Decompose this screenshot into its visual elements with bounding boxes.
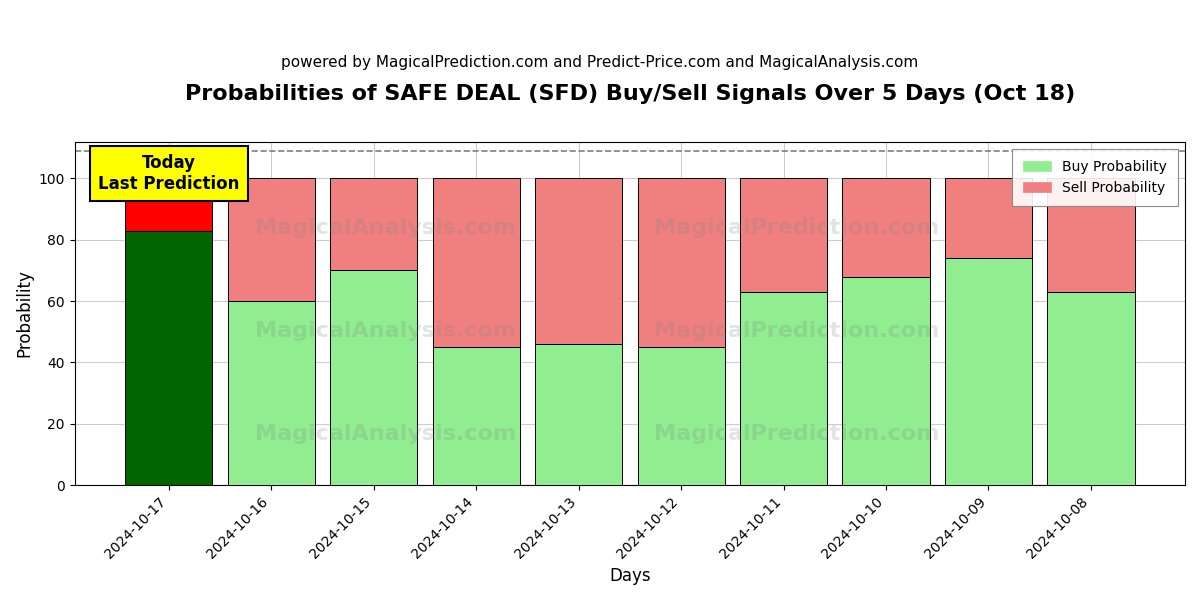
Y-axis label: Probability: Probability (16, 269, 34, 358)
Bar (944, 178, 1032, 258)
Bar (842, 277, 930, 485)
Bar (125, 230, 212, 485)
Bar (228, 301, 314, 485)
Text: MagicalAnalysis.com: MagicalAnalysis.com (254, 424, 516, 443)
Text: powered by MagicalPrediction.com and Predict-Price.com and MagicalAnalysis.com: powered by MagicalPrediction.com and Pre… (281, 55, 919, 70)
Bar (740, 178, 827, 292)
Bar (842, 178, 930, 277)
Bar (1048, 178, 1134, 292)
Bar (944, 258, 1032, 485)
Bar (432, 178, 520, 347)
Bar (125, 178, 212, 230)
Title: Probabilities of SAFE DEAL (SFD) Buy/Sell Signals Over 5 Days (Oct 18): Probabilities of SAFE DEAL (SFD) Buy/Sel… (185, 84, 1075, 104)
Bar (330, 178, 418, 271)
Bar (432, 347, 520, 485)
X-axis label: Days: Days (610, 567, 650, 585)
Bar (535, 178, 622, 344)
Text: Today
Last Prediction: Today Last Prediction (98, 154, 239, 193)
Bar (1048, 292, 1134, 485)
Bar (637, 178, 725, 347)
Text: MagicalAnalysis.com: MagicalAnalysis.com (254, 320, 516, 341)
Bar (228, 178, 314, 301)
Bar (637, 347, 725, 485)
Legend: Buy Probability, Sell Probability: Buy Probability, Sell Probability (1012, 149, 1178, 206)
Text: MagicalPrediction.com: MagicalPrediction.com (654, 424, 940, 443)
Bar (330, 271, 418, 485)
Text: MagicalPrediction.com: MagicalPrediction.com (654, 218, 940, 238)
Text: MagicalPrediction.com: MagicalPrediction.com (654, 320, 940, 341)
Bar (740, 292, 827, 485)
Bar (535, 344, 622, 485)
Text: MagicalAnalysis.com: MagicalAnalysis.com (254, 218, 516, 238)
